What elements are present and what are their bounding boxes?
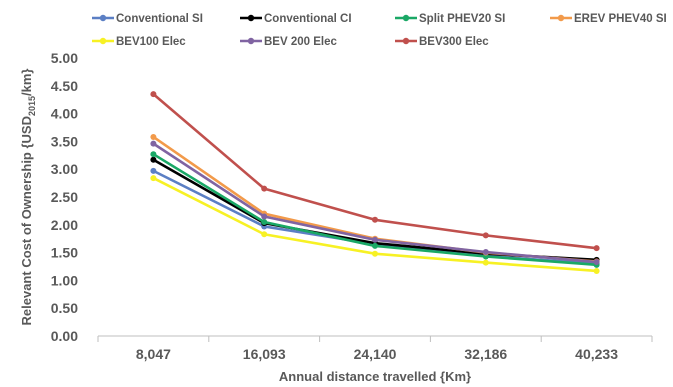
y-tick-label: 2.50 [51, 189, 78, 205]
data-point [482, 249, 489, 256]
data-point [150, 151, 157, 158]
y-tick-label: 1.50 [51, 245, 78, 261]
data-point [150, 140, 157, 147]
y-axis: 0.00 0.50 1.00 1.50 2.00 2.50 3.00 3.50 4.00 4.50… [51, 50, 78, 344]
data-point [372, 242, 378, 249]
y-axis-title-subscript: 2015 [27, 96, 37, 116]
data-point [372, 250, 378, 257]
y-tick-label: 4.00 [51, 106, 78, 122]
data-point [150, 133, 157, 140]
data-point [372, 236, 378, 243]
data-point [593, 267, 600, 274]
y-axis-title-main: Relevant Cost of Ownership {USD [19, 116, 34, 325]
y-tick-label: 2.00 [51, 217, 78, 233]
legend-swatch-marker [402, 37, 410, 45]
legend-swatch-marker [247, 14, 255, 22]
x-tick-label: 32,186 [464, 346, 507, 362]
legend-label: BEV100 Elec [116, 36, 186, 48]
y-tick-label: 1.00 [51, 272, 78, 288]
legend-item: EREV PHEV40 SI [550, 13, 667, 25]
legend-swatch-marker [99, 37, 107, 45]
y-tick-label: 4.50 [51, 78, 78, 94]
x-axis-title: Annual distance travelled {Km} [279, 369, 471, 384]
legend-label: Split PHEV20 SI [419, 13, 505, 25]
data-point [150, 167, 157, 174]
y-tick-label: 0.00 [51, 328, 78, 344]
y-tick-label: 5.00 [51, 50, 78, 66]
y-tick-label: 3.00 [51, 161, 78, 177]
y-tick-label: 0.50 [51, 300, 78, 316]
data-point [261, 213, 268, 220]
legend-item: BEV100 Elec [92, 36, 186, 48]
legend-label: BEV300 Elec [419, 36, 489, 48]
legend-label: Conventional CI [264, 13, 352, 25]
data-point [593, 245, 600, 252]
data-point [261, 231, 268, 238]
series [150, 91, 600, 252]
legend-item: Split PHEV20 SI [395, 13, 505, 25]
data-point [482, 232, 489, 239]
data-point [150, 175, 157, 182]
x-tick-label: 40,233 [575, 346, 618, 362]
data-point [150, 156, 157, 163]
legend-item: BEV300 Elec [395, 36, 489, 48]
legend-item: Conventional SI [92, 13, 203, 25]
legend-swatch-marker [402, 14, 410, 22]
data-point [261, 219, 268, 226]
series-lines [150, 91, 600, 274]
x-tick-label: 8,047 [136, 346, 171, 362]
legend: Conventional SI Conventional CI Split PHEV… [92, 13, 667, 48]
data-point [261, 185, 268, 192]
series [150, 140, 600, 266]
y-tick-label: 3.50 [51, 133, 78, 149]
legend-swatch-marker [247, 37, 255, 45]
data-point [593, 259, 600, 266]
legend-label: Conventional SI [116, 13, 203, 25]
legend-swatch-marker [99, 14, 107, 22]
data-point [150, 91, 157, 98]
legend-label: EREV PHEV40 SI [574, 13, 667, 25]
data-point [372, 216, 378, 223]
legend-item: Conventional CI [240, 13, 352, 25]
legend-item: BEV 200 Elec [240, 36, 337, 48]
y-axis-title: Relevant Cost of Ownership {USD2015/km} [19, 69, 37, 326]
legend-swatch-marker [557, 14, 565, 22]
x-axis: 8,047 16,093 24,140 32,186 40,233 [97, 335, 653, 362]
data-point [482, 259, 489, 266]
y-axis-title-suffix: /km} [19, 69, 34, 96]
legend-label: BEV 200 Elec [264, 36, 337, 48]
series [150, 175, 600, 274]
series-line [152, 93, 597, 250]
x-tick-label: 24,140 [354, 346, 397, 362]
x-tick-label: 16,093 [243, 346, 286, 362]
